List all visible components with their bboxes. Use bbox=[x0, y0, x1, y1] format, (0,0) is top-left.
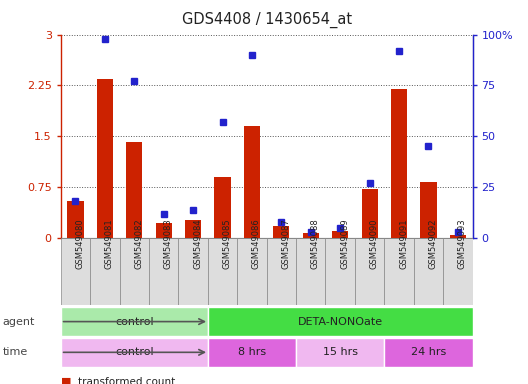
Text: agent: agent bbox=[3, 316, 35, 327]
Bar bbox=[208, 307, 473, 336]
Text: GSM549093: GSM549093 bbox=[458, 218, 467, 269]
Text: GDS4408 / 1430654_at: GDS4408 / 1430654_at bbox=[182, 12, 352, 28]
Bar bbox=[119, 238, 149, 305]
Text: GSM549087: GSM549087 bbox=[281, 218, 290, 269]
Bar bbox=[303, 233, 319, 238]
Text: transformed count: transformed count bbox=[78, 377, 175, 384]
Bar bbox=[384, 338, 473, 367]
Text: control: control bbox=[115, 316, 154, 327]
Bar bbox=[325, 238, 355, 305]
Bar bbox=[450, 235, 466, 238]
Text: GSM549084: GSM549084 bbox=[193, 218, 202, 269]
Text: 15 hrs: 15 hrs bbox=[323, 347, 357, 358]
Text: GSM549085: GSM549085 bbox=[222, 218, 231, 269]
Text: control: control bbox=[115, 347, 154, 358]
Bar bbox=[97, 79, 113, 238]
Bar bbox=[414, 238, 443, 305]
Text: GSM549090: GSM549090 bbox=[370, 218, 379, 269]
Text: GSM549081: GSM549081 bbox=[105, 218, 114, 269]
Text: GSM549086: GSM549086 bbox=[252, 218, 261, 269]
Bar bbox=[362, 189, 378, 238]
Text: 24 hrs: 24 hrs bbox=[411, 347, 446, 358]
Bar bbox=[296, 338, 384, 367]
Bar bbox=[355, 238, 384, 305]
Bar bbox=[384, 238, 414, 305]
Bar bbox=[178, 238, 208, 305]
Text: GSM549092: GSM549092 bbox=[428, 218, 437, 269]
Bar bbox=[68, 201, 83, 238]
Text: time: time bbox=[3, 347, 28, 358]
Bar bbox=[208, 238, 237, 305]
Bar bbox=[296, 238, 325, 305]
Text: DETA-NONOate: DETA-NONOate bbox=[298, 316, 383, 327]
Bar bbox=[244, 126, 260, 238]
Text: GSM549082: GSM549082 bbox=[134, 218, 143, 269]
Bar bbox=[149, 238, 178, 305]
Bar bbox=[61, 338, 208, 367]
Bar bbox=[208, 338, 296, 367]
Bar bbox=[90, 238, 119, 305]
Bar bbox=[185, 220, 201, 238]
Text: 8 hrs: 8 hrs bbox=[238, 347, 266, 358]
Bar bbox=[156, 223, 172, 238]
Bar bbox=[332, 231, 348, 238]
Bar bbox=[267, 238, 296, 305]
Bar bbox=[237, 238, 267, 305]
Bar bbox=[61, 307, 208, 336]
Bar bbox=[61, 238, 90, 305]
Text: GSM549080: GSM549080 bbox=[76, 218, 84, 269]
Bar bbox=[420, 182, 437, 238]
Bar bbox=[274, 226, 289, 238]
Text: GSM549083: GSM549083 bbox=[164, 218, 173, 269]
Text: ■: ■ bbox=[61, 377, 71, 384]
Text: GSM549089: GSM549089 bbox=[340, 218, 349, 269]
Text: GSM549091: GSM549091 bbox=[399, 218, 408, 269]
Bar bbox=[214, 177, 231, 238]
Bar bbox=[126, 142, 143, 238]
Bar bbox=[391, 89, 407, 238]
Text: GSM549088: GSM549088 bbox=[311, 218, 320, 269]
Bar bbox=[443, 238, 473, 305]
